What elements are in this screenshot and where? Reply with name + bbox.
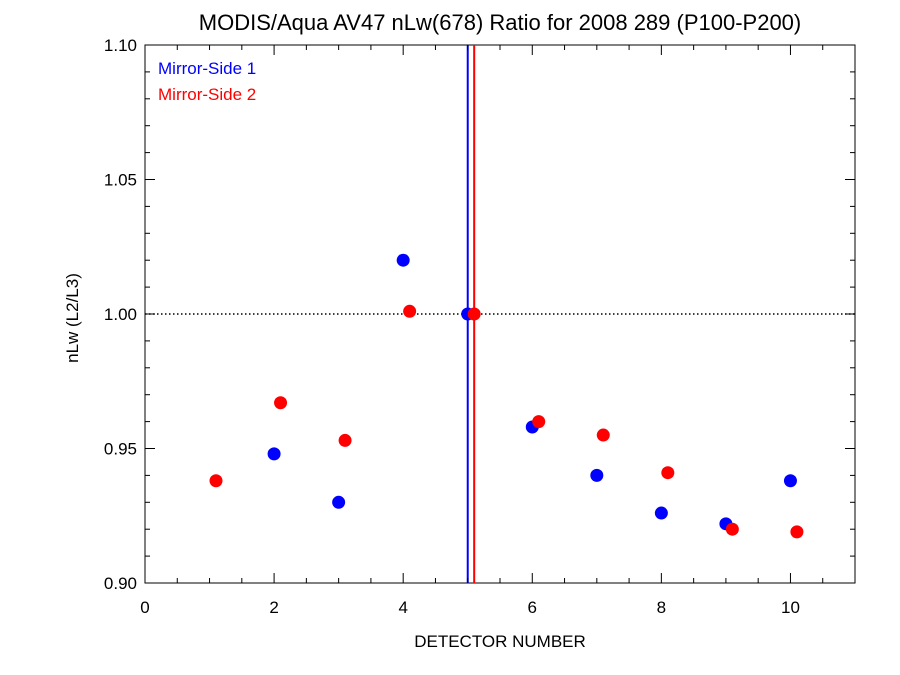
y-axis-label: nLw (L2/L3): [63, 273, 82, 363]
point-mirror-side-2-10: [790, 525, 804, 539]
point-mirror-side-2-2: [274, 396, 288, 410]
x-tick-label-10: 10: [781, 598, 800, 617]
point-mirror-side-2-8: [661, 466, 675, 480]
plot-frame: [144, 44, 856, 584]
point-mirror-side-2-4: [403, 304, 417, 318]
x-tick-label-8: 8: [657, 598, 666, 617]
chart-title: MODIS/Aqua AV47 nLw(678) Ratio for 2008 …: [199, 10, 802, 35]
point-mirror-side-2-1: [209, 474, 223, 488]
legend-entry-mirror-side-2: Mirror-Side 2: [158, 85, 256, 104]
point-mirror-side-1-9: [783, 474, 797, 488]
point-mirror-side-2-9: [725, 522, 739, 536]
point-mirror-side-1-1: [267, 447, 281, 461]
y-tick-label-1.00: 1.00: [104, 305, 137, 324]
x-tick-label-0: 0: [140, 598, 149, 617]
y-tick-label-1.10: 1.10: [104, 36, 137, 55]
x-tick-label-4: 4: [398, 598, 407, 617]
x-tick-label-6: 6: [528, 598, 537, 617]
point-mirror-side-2-3: [338, 433, 352, 447]
legend-entry-mirror-side-1: Mirror-Side 1: [158, 59, 256, 78]
point-mirror-side-2-7: [596, 428, 610, 442]
point-mirror-side-1-2: [332, 495, 346, 509]
point-mirror-side-1-6: [590, 468, 604, 482]
point-mirror-side-2-5: [467, 307, 481, 321]
x-axis-label: DETECTOR NUMBER: [414, 632, 586, 651]
point-mirror-side-1-3: [396, 253, 410, 267]
x-tick-label-2: 2: [269, 598, 278, 617]
point-mirror-side-1-7: [654, 506, 668, 520]
y-tick-label-0.95: 0.95: [104, 440, 137, 459]
y-tick-label-1.05: 1.05: [104, 171, 137, 190]
y-tick-label-0.90: 0.90: [104, 574, 137, 593]
point-mirror-side-2-6: [532, 415, 546, 429]
